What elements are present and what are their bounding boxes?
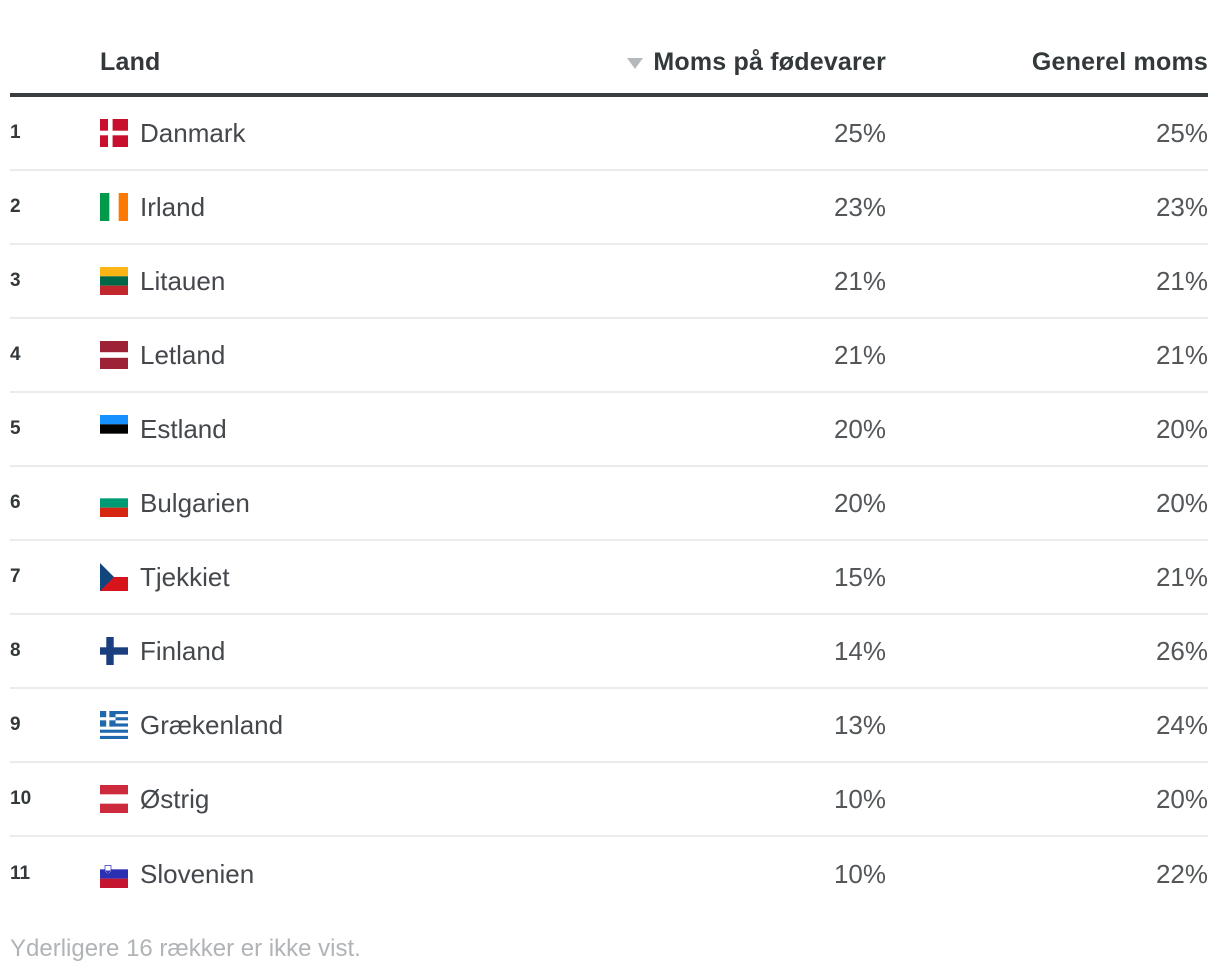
- country-cell: Østrig: [100, 784, 560, 815]
- header-food-vat[interactable]: Moms på fødevarer: [560, 48, 886, 77]
- food-vat-value: 15%: [833, 561, 886, 592]
- food-vat-value: 21%: [833, 339, 886, 370]
- general-vat-value: 20%: [1155, 487, 1208, 518]
- country-name: Finland: [140, 635, 226, 666]
- food-vat-value: 10%: [833, 783, 886, 814]
- general-vat-value: 22%: [1155, 858, 1208, 889]
- food-vat-value: 25%: [833, 117, 886, 148]
- table-row: 4 Letland 21% 21%: [10, 319, 1208, 393]
- country-name: Østrig: [140, 783, 210, 814]
- country-cell: Slovenien: [100, 859, 560, 890]
- flag-icon-ee: [100, 415, 128, 443]
- general-vat-value: 23%: [1155, 191, 1208, 222]
- table-row: 10 Østrig 10% 20%: [10, 763, 1208, 837]
- country-cell: Tjekkiet: [100, 562, 560, 593]
- flag-icon-bg: [100, 489, 128, 517]
- flag-icon-fi: [100, 637, 128, 665]
- flag-icon-dk: [100, 119, 128, 147]
- country-cell: Irland: [100, 192, 560, 223]
- header-general-vat[interactable]: Generel moms: [1031, 48, 1208, 76]
- general-vat-value: 20%: [1155, 783, 1208, 814]
- country-name: Irland: [140, 191, 206, 222]
- row-rank: 6: [10, 492, 21, 513]
- row-rank: 5: [10, 418, 21, 439]
- country-cell: Litauen: [100, 266, 560, 297]
- row-rank: 4: [10, 344, 21, 365]
- vat-table: Land Moms på fødevarer Generel moms 1 Da…: [10, 0, 1208, 911]
- country-cell: Bulgarien: [100, 488, 560, 519]
- flag-icon-lv: [100, 341, 128, 369]
- header-food-vat-label: Moms på fødevarer: [653, 48, 886, 76]
- row-rank: 3: [10, 270, 21, 291]
- general-vat-value: 21%: [1155, 265, 1208, 296]
- general-vat-value: 26%: [1155, 635, 1208, 666]
- row-rank: 2: [10, 196, 21, 217]
- country-cell: Grækenland: [100, 710, 560, 741]
- food-vat-value: 13%: [833, 709, 886, 740]
- header-land[interactable]: Land: [100, 48, 161, 76]
- food-vat-value: 20%: [833, 413, 886, 444]
- table-body: 1 Danmark 25% 25% 2 Irland 23% 23% 3 Lit…: [10, 97, 1208, 911]
- hidden-rows-note: Yderligere 16 rækker er ikke vist.: [10, 935, 361, 962]
- table-row: 2 Irland 23% 23%: [10, 171, 1208, 245]
- general-vat-value: 20%: [1155, 413, 1208, 444]
- table-row: 1 Danmark 25% 25%: [10, 97, 1208, 171]
- general-vat-value: 24%: [1155, 709, 1208, 740]
- row-rank: 10: [10, 788, 32, 809]
- food-vat-value: 21%: [833, 265, 886, 296]
- country-name: Danmark: [140, 117, 246, 148]
- country-cell: Finland: [100, 636, 560, 667]
- table-row: 8 Finland 14% 26%: [10, 615, 1208, 689]
- food-vat-value: 20%: [833, 487, 886, 518]
- flag-icon-lt: [100, 267, 128, 295]
- country-cell: Estland: [100, 414, 560, 445]
- table-row: 3 Litauen 21% 21%: [10, 245, 1208, 319]
- flag-icon-ie: [100, 193, 128, 221]
- general-vat-value: 25%: [1155, 117, 1208, 148]
- row-rank: 1: [10, 122, 21, 143]
- table-row: 7 Tjekkiet 15% 21%: [10, 541, 1208, 615]
- flag-icon-si: [100, 860, 128, 888]
- table-row: 6 Bulgarien 20% 20%: [10, 467, 1208, 541]
- row-rank: 8: [10, 640, 21, 661]
- flag-icon-cz: [100, 563, 128, 591]
- flag-icon-gr: [100, 711, 128, 739]
- country-name: Tjekkiet: [140, 561, 230, 592]
- country-name: Bulgarien: [140, 487, 250, 518]
- country-name: Letland: [140, 339, 226, 370]
- row-rank: 9: [10, 714, 21, 735]
- food-vat-value: 10%: [833, 858, 886, 889]
- table-row: 5 Estland 20% 20%: [10, 393, 1208, 467]
- general-vat-value: 21%: [1155, 339, 1208, 370]
- food-vat-value: 14%: [833, 635, 886, 666]
- row-rank: 11: [10, 863, 31, 884]
- country-name: Grækenland: [140, 709, 284, 740]
- sort-descending-icon: [627, 58, 644, 69]
- table-row: 9 Grækenland 13% 24%: [10, 689, 1208, 763]
- table-header-row: Land Moms på fødevarer Generel moms: [10, 0, 1208, 97]
- row-rank: 7: [10, 566, 21, 587]
- country-name: Slovenien: [140, 858, 255, 889]
- food-vat-value: 23%: [833, 191, 886, 222]
- country-cell: Letland: [100, 340, 560, 371]
- country-cell: Danmark: [100, 118, 560, 149]
- country-name: Estland: [140, 413, 227, 444]
- general-vat-value: 21%: [1155, 561, 1208, 592]
- table-row: 11 Slovenien 10% 22%: [10, 837, 1208, 911]
- flag-icon-at: [100, 785, 128, 813]
- country-name: Litauen: [140, 265, 226, 296]
